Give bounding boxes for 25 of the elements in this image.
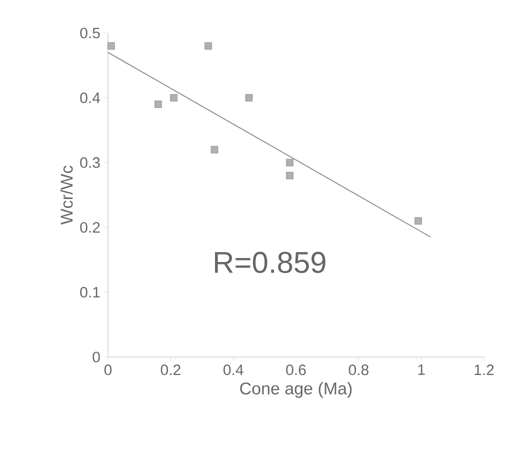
x-tick-label: 1 (418, 364, 425, 375)
y-tick-label: 0.2 (80, 222, 100, 233)
point (154, 100, 162, 108)
x-tick-label: 0 (104, 364, 112, 376)
x-tick-label: 0.2 (160, 364, 180, 376)
point (286, 158, 294, 166)
x-axis-title: Cone age (Ma) (240, 382, 352, 398)
point (245, 94, 253, 102)
point (414, 217, 422, 225)
y-tick-label: 0.5 (80, 28, 100, 38)
x-tick-label: 1.2 (474, 364, 494, 376)
point (170, 94, 178, 102)
y-tick-label: 0.4 (80, 92, 100, 104)
point (204, 42, 212, 50)
y-tick-label: 0.1 (80, 286, 100, 298)
annotation: R=0.859 (215, 252, 326, 274)
point (210, 146, 218, 154)
y-tick-label: 0.3 (80, 157, 100, 168)
y-axis-title: Wcr/Wc (60, 166, 73, 225)
point (107, 42, 115, 50)
x-tick-label: 0.6 (286, 364, 306, 376)
x-tick-label: 0.4 (223, 364, 244, 376)
point (286, 172, 294, 180)
x-tick-label: 0.8 (348, 364, 368, 376)
y-tick-label: 0 (92, 352, 100, 362)
